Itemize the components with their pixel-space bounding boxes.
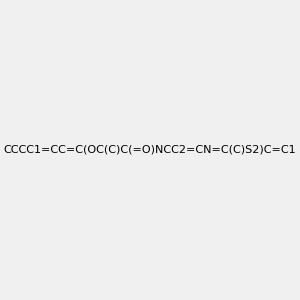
Text: CCCC1=CC=C(OC(C)C(=O)NCC2=CN=C(C)S2)C=C1: CCCC1=CC=C(OC(C)C(=O)NCC2=CN=C(C)S2)C=C1: [4, 145, 296, 155]
